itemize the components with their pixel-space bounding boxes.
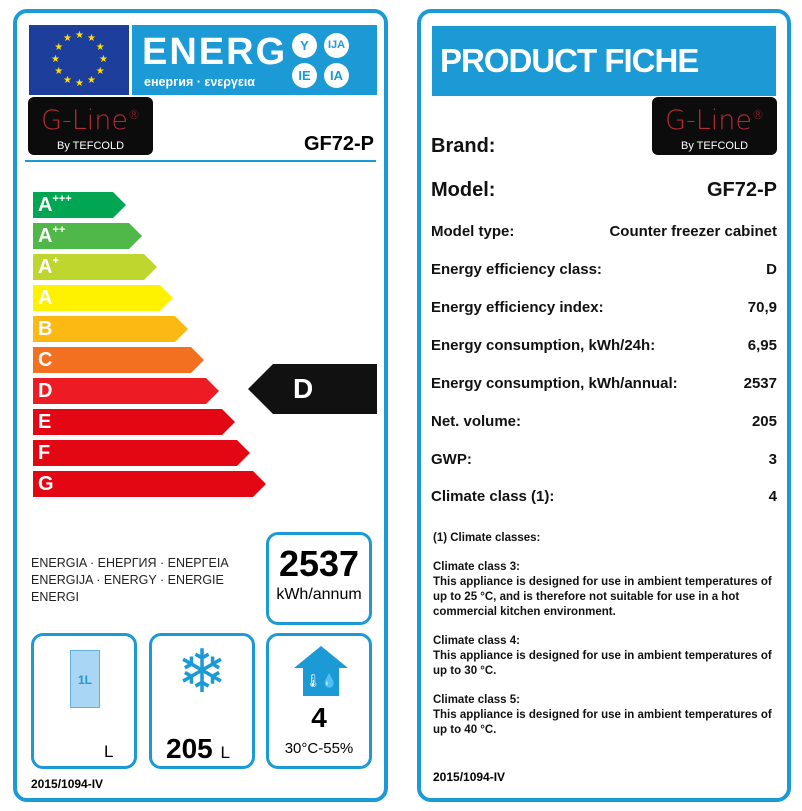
lang-circle: Y <box>292 33 317 58</box>
class-bar-b: B <box>33 316 188 342</box>
star-icon: ★ <box>87 33 96 45</box>
fiche-title: PRODUCT FICHE <box>432 26 776 96</box>
chill-volume-unit: L <box>104 742 114 761</box>
eu-flag-icon: ★ ★ ★ ★ ★ ★ ★ ★ ★ ★ ★ ★ <box>29 25 129 95</box>
climate-class: 4 <box>311 702 327 733</box>
class-bar-appp: A+++ <box>33 192 126 218</box>
fiche-row-value: 70,9 <box>747 299 777 316</box>
climate-note: Climate class 4: This appliance is design… <box>433 635 772 677</box>
energy-label: ★ ★ ★ ★ ★ ★ ★ ★ ★ ★ ★ ★ ENERG енергия · ενεργεια Y … <box>13 9 388 802</box>
house-climate-icon: 🌡💧 <box>294 646 348 696</box>
energ-title: ENERG <box>142 31 288 73</box>
fiche-row: Climate class (1): 4 <box>431 488 777 505</box>
fiche-row-label: Net. volume: <box>431 413 522 430</box>
fiche-row-value: D <box>766 261 777 278</box>
product-fiche: PRODUCT FICHE G-Line® By TEFCOLD Brand: M… <box>417 9 791 802</box>
star-icon: ★ <box>51 54 60 65</box>
rating-arrow: D <box>248 364 377 414</box>
fiche-row-label: Energy efficiency class: <box>431 261 602 278</box>
star-icon: ★ <box>54 66 64 77</box>
fiche-row: Model type: Counter freezer cabinet <box>431 223 777 240</box>
lang-circle: IJA <box>324 33 349 58</box>
fiche-row: Energy consumption, kWh/annual: 2537 <box>431 375 777 392</box>
climate-note: (1) Climate classes: <box>433 532 541 544</box>
model-number: GF72-P <box>303 133 374 155</box>
fiche-row-value: GF72-P <box>706 179 777 201</box>
fiche-row: Model: GF72-P <box>431 179 777 202</box>
class-bar-c: C <box>33 347 203 373</box>
class-bar-g: G <box>33 471 265 497</box>
fiche-row: GWP: 3 <box>431 451 777 468</box>
star-icon: ★ <box>63 33 72 45</box>
fiche-row: Brand: <box>431 135 777 158</box>
class-bar-f: F <box>33 440 250 466</box>
star-icon: ★ <box>54 42 64 53</box>
climate-note: Climate class 3: This appliance is design… <box>433 561 772 618</box>
fiche-row-label: Climate class (1): <box>431 488 555 505</box>
fiche-row-label: Brand: <box>431 135 496 157</box>
climate-conditions: 30°C-55% <box>284 740 354 757</box>
class-bar-a: A <box>33 285 172 311</box>
chill-volume-box: 1L L <box>31 633 137 769</box>
class-bar-ap: A+ <box>33 254 157 280</box>
class-bar-app: A++ <box>33 223 141 249</box>
energ-subtitle: енергия · ενεργεια <box>144 75 255 89</box>
fiche-row-label: GWP: <box>431 451 472 468</box>
star-icon: ★ <box>95 42 105 53</box>
energy-header: ENERG енергия · ενεργεια Y IJA IE IA <box>132 25 377 95</box>
lang-circle: IE <box>292 63 317 88</box>
lang-circle: IA <box>324 63 349 88</box>
fiche-row: Energy efficiency class: D <box>431 261 777 278</box>
star-icon: ★ <box>63 74 72 86</box>
climate-note: Climate class 5: This appliance is design… <box>433 694 772 736</box>
fiche-row-value: 3 <box>768 451 777 468</box>
regulation: 2015/1094-IV <box>31 777 104 791</box>
fiche-row-value: 2537 <box>743 375 777 392</box>
star-icon: ★ <box>75 30 84 41</box>
brand-logo: G-Line® By TEFCOLD <box>652 97 777 155</box>
fiche-row-label: Energy efficiency index: <box>431 299 604 316</box>
star-icon: ★ <box>75 78 84 89</box>
freeze-volume-value: 205 <box>166 733 213 764</box>
brand-logo: G-Line® By TEFCOLD <box>28 97 153 155</box>
fiche-row-label: Model: <box>431 179 496 201</box>
divider <box>25 160 376 162</box>
fiche-row-label: Model type: <box>431 223 515 240</box>
climate-box: 🌡💧 4 30°C-55% <box>266 633 372 769</box>
fiche-row-label: Energy consumption, kWh/24h: <box>431 337 656 354</box>
class-bar-e: E <box>33 409 234 435</box>
snowflake-icon: ❄ <box>176 638 228 705</box>
fiche-row: Net. volume: 205 <box>431 413 777 430</box>
energy-words: ENERGIA · ЕНЕРГИЯ · ΕΝΕΡΓΕΙΑ ENERGIJA · E… <box>31 556 229 604</box>
fiche-row-label: Energy consumption, kWh/annual: <box>431 375 678 392</box>
freeze-volume-box: ❄ 205 L <box>149 633 255 769</box>
class-bar-d: D <box>33 378 219 404</box>
regulation: 2015/1094-IV <box>433 770 506 784</box>
milk-carton-icon: 1L <box>70 650 100 708</box>
star-icon: ★ <box>87 74 96 86</box>
star-icon: ★ <box>99 54 108 65</box>
star-icon: ★ <box>95 66 105 77</box>
fiche-row-value: 6,95 <box>747 337 777 354</box>
fiche-row: Energy efficiency index: 70,9 <box>431 299 777 316</box>
fiche-row-value: 4 <box>768 488 777 505</box>
fiche-row-value: Counter freezer cabinet <box>609 223 777 240</box>
consumption-box: 2537 kWh/annum <box>266 532 372 625</box>
fiche-row: Energy consumption, kWh/24h: 6,95 <box>431 337 777 354</box>
fiche-row-value: 205 <box>751 413 777 430</box>
